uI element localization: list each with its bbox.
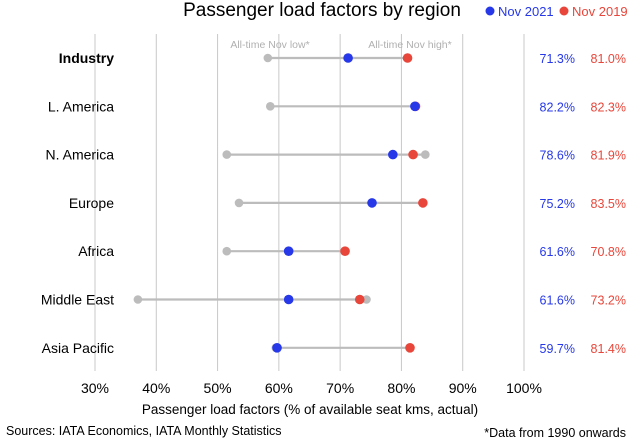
category-labels: Industry L. America N. America Europe Africa… (41, 50, 114, 356)
legend-label-nov-2019: Nov 2019 (572, 4, 628, 19)
alltime-low-point (133, 295, 143, 304)
legend: Nov 2021 Nov 2019 (485, 4, 628, 19)
nov-2021-point (388, 149, 398, 160)
value-labels: 71.3% 81.0% 82.2% 82.3% 78.6% 81.9% 75.2% 83.5%… (540, 52, 626, 356)
value-label-nov-2021: 59.7% (540, 342, 575, 356)
sources-note: Sources: IATA Economics, IATA Monthly St… (6, 424, 282, 438)
category-label: Europe (69, 195, 114, 211)
x-axis-label: Passenger load factors (% of available s… (142, 402, 478, 417)
legend-marker-nov-2021 (485, 6, 495, 16)
nov-2019-point (405, 343, 415, 353)
value-label-nov-2021: 82.2% (540, 100, 575, 114)
chart-title: Passenger load factors by region (183, 0, 461, 21)
alltime-low-point (222, 246, 232, 256)
alltime-low-point (265, 102, 275, 111)
legend-label-nov-2021: Nov 2021 (498, 4, 554, 19)
value-label-nov-2021: 61.6% (540, 245, 575, 259)
nov-2021-point (343, 53, 353, 63)
value-label-nov-2019: 81.4% (591, 342, 626, 356)
nov-2019-point (418, 198, 428, 208)
category-label: Industry (59, 50, 114, 66)
x-tick-label: 50% (204, 380, 232, 396)
x-tick-label: 80% (387, 380, 415, 396)
nov-2021-point (283, 246, 294, 256)
nov-2021-point (283, 294, 294, 305)
x-tick-label: 40% (142, 380, 170, 396)
annotation-alltime-low: All-time Nov low* (230, 39, 309, 51)
nov-2019-point (408, 149, 418, 160)
value-label-nov-2019: 81.0% (591, 52, 626, 66)
value-label-nov-2019: 73.2% (591, 294, 626, 308)
nov-2021-point (367, 198, 377, 208)
alltime-high-point (421, 150, 430, 159)
annotation-alltime-high: All-time Nov high* (368, 39, 451, 51)
value-label-nov-2021: 75.2% (540, 197, 575, 211)
alltime-low-point (222, 150, 232, 159)
nov-2021-point (410, 101, 420, 112)
range-lines (137, 56, 426, 349)
nov-2021-point (272, 343, 282, 353)
alltime-low-point (263, 53, 273, 63)
category-label: Asia Pacific (42, 340, 114, 356)
value-label-nov-2021: 78.6% (540, 149, 575, 163)
x-tick-label: 60% (265, 380, 293, 396)
alltime-low-point (234, 198, 244, 208)
x-tick-label: 30% (81, 380, 109, 396)
nov-2019-point (340, 246, 350, 256)
x-tick-label: 100% (506, 380, 542, 396)
nov-2019-point (402, 53, 413, 63)
value-label-nov-2019: 81.9% (591, 149, 626, 163)
value-label-nov-2019: 70.8% (591, 245, 626, 259)
value-label-nov-2019: 82.3% (591, 100, 626, 114)
legend-marker-nov-2019 (559, 6, 569, 16)
value-label-nov-2019: 83.5% (591, 197, 626, 211)
value-label-nov-2021: 71.3% (540, 52, 575, 66)
footnote: *Data from 1990 onwards (484, 426, 626, 439)
alltime-high-point (362, 295, 371, 304)
category-label: L. America (48, 98, 114, 114)
category-label: N. America (46, 147, 115, 163)
data-points (133, 53, 430, 353)
x-tick-label: 70% (326, 380, 354, 396)
x-tick-label: 90% (449, 380, 477, 396)
category-label: Africa (78, 243, 114, 259)
value-label-nov-2021: 61.6% (540, 294, 575, 308)
x-axis-ticks: 30% 40% 50% 60% 70% 80% 90% 100% (81, 380, 542, 396)
nov-2019-point (354, 294, 365, 305)
category-label: Middle East (41, 292, 114, 308)
